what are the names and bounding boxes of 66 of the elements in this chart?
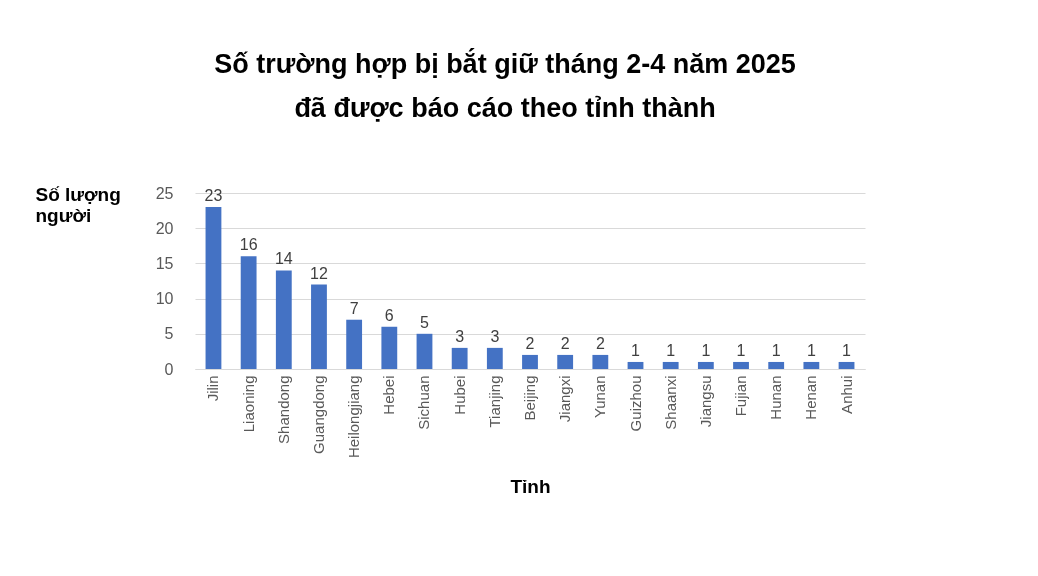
bar (522, 354, 538, 369)
data-label: 2 (525, 334, 535, 352)
y-axis-title: Số lượng người (35, 183, 121, 226)
data-label: 16 (239, 236, 258, 254)
data-label: 1 (842, 341, 852, 359)
data-label: 7 (349, 299, 359, 317)
bar (346, 319, 363, 369)
data-label: 5 (420, 313, 430, 331)
bar (416, 333, 433, 369)
x-tick-label: Beijing (521, 375, 538, 421)
bar (205, 207, 222, 369)
data-label: 3 (455, 327, 465, 345)
data-label: 2 (595, 334, 605, 352)
y-tick-label: 5 (164, 325, 174, 343)
bar (275, 270, 292, 369)
bar (627, 361, 644, 369)
x-tick-label: Liaoning (239, 375, 257, 433)
data-label: 1 (736, 341, 746, 359)
bar (451, 347, 468, 369)
bar (733, 361, 749, 369)
data-label: 1 (771, 341, 781, 359)
bar (838, 361, 855, 369)
y-tick-label: 10 (155, 290, 174, 308)
data-label: 1 (666, 341, 676, 359)
data-label: 3 (490, 327, 500, 345)
bar (486, 347, 503, 369)
bar (662, 361, 679, 369)
bar (381, 326, 398, 369)
y-tick-label: 0 (164, 360, 174, 378)
x-tick-label: Heilongjiang (345, 375, 363, 459)
x-tick-label: Shandong (274, 375, 292, 444)
x-tick-label: Jiangsu (696, 375, 714, 428)
y-tick-label: 15 (155, 254, 174, 272)
data-label: 2 (560, 334, 570, 352)
data-label: 1 (701, 341, 711, 359)
bar (592, 354, 609, 369)
bar (697, 361, 714, 369)
data-label: 6 (384, 306, 394, 324)
data-label: 23 (204, 187, 223, 205)
x-tick-label: Shaanxi (661, 375, 679, 430)
x-tick-label: Yunan (591, 375, 609, 419)
x-tick-label: Jiangxi (556, 375, 574, 423)
bar (557, 354, 574, 369)
x-tick-label: Sichuan (415, 375, 433, 430)
bar (240, 256, 257, 369)
y-tick-label: 20 (155, 219, 174, 237)
x-tick-label: Anhui (837, 375, 855, 414)
x-tick-label: Jilin (204, 375, 222, 402)
x-tick-label: Hubei (450, 375, 468, 415)
x-tick-label: Henan (802, 375, 820, 420)
x-tick-label: Fujian (732, 375, 750, 417)
data-label: 12 (310, 264, 328, 282)
bar (311, 284, 327, 369)
x-axis-title: Tỉnh (510, 476, 551, 498)
x-tick-label: Hebei (380, 375, 398, 415)
data-label: 14 (274, 250, 293, 268)
x-tick-label: Tianjing (485, 375, 503, 428)
data-label: 1 (806, 341, 816, 359)
data-label: 1 (631, 341, 641, 359)
x-tick-label: Guangdong (309, 375, 327, 454)
y-tick-label: 25 (155, 184, 174, 202)
bar (803, 361, 820, 369)
x-tick-label: Hunan (767, 375, 785, 420)
x-tick-label: Guizhou (626, 375, 644, 432)
bar (768, 361, 785, 369)
chart-title: Số trường hợp bị bắt giữ tháng 2-4 năm 2025 đã được báo cáo theo tỉnh thành (214, 48, 796, 123)
